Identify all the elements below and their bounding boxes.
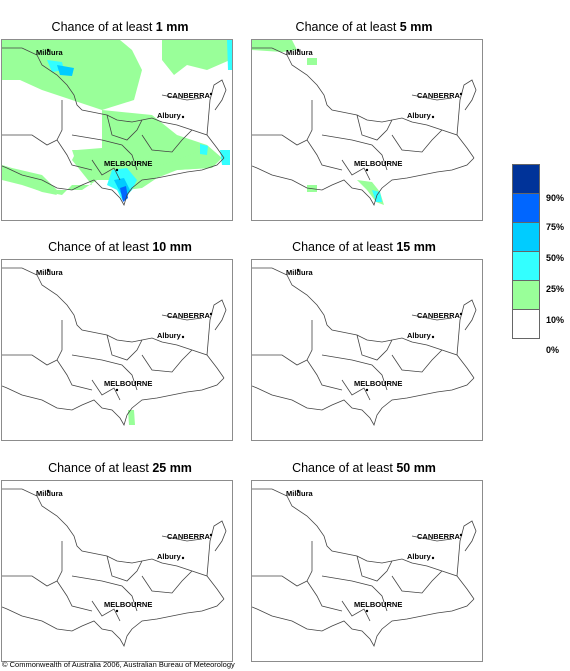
dot-albury: [431, 115, 435, 119]
map-5mm: Mildura CANBERRA Albury MELBOURNE: [251, 39, 483, 221]
dot-albury: [431, 335, 435, 339]
place-melbourne: MELBOURNE: [104, 600, 152, 609]
legend-label-50: 50%: [546, 253, 565, 263]
place-labels-1mm: Mildura CANBERRA Albury MELBOURNE: [36, 48, 211, 168]
panel-title-15mm: Chance of at least 15 mm: [292, 240, 436, 254]
legend-label-25: 25%: [546, 284, 565, 294]
dot-albury: [181, 335, 185, 339]
copyright-notice: © Commonwealth of Australia 2006, Austra…: [2, 660, 235, 669]
place-canberra: CANBERRA: [417, 311, 461, 320]
dot-albury: [181, 115, 185, 119]
dot-canberra: [209, 92, 213, 96]
place-mildura: Mildura: [36, 48, 63, 57]
dot-canberra: [459, 533, 463, 537]
map-25mm: Mildura CANBERRA Albury MELBOURNE: [1, 480, 233, 662]
place-mildura: Mildura: [36, 489, 63, 498]
dot-mildura: [46, 268, 50, 272]
place-albury: Albury: [157, 331, 182, 340]
place-albury: Albury: [407, 111, 432, 120]
place-canberra: CANBERRA: [167, 91, 211, 100]
map-15mm-svg: Mildura CANBERRA Albury MELBOURNE: [252, 267, 477, 427]
dot-canberra: [459, 312, 463, 316]
legend-swatch-10: [512, 280, 540, 310]
map-15mm: Mildura CANBERRA Albury MELBOURNE: [251, 259, 483, 441]
place-mildura: Mildura: [286, 48, 313, 57]
place-albury: Albury: [157, 552, 182, 561]
dot-albury: [431, 556, 435, 560]
borders-5mm: [252, 47, 477, 207]
dot-melbourne: [115, 168, 119, 172]
dot-mildura: [296, 268, 300, 272]
dot-mildura: [46, 48, 50, 52]
rain-overlay-10mm: [128, 410, 135, 425]
panel-title-1mm: Chance of at least 1 mm: [51, 20, 189, 34]
dot-melbourne: [365, 609, 369, 613]
map-1mm: Mildura CANBERRA Albury MELBOURNE: [1, 39, 233, 221]
place-melbourne: MELBOURNE: [104, 379, 152, 388]
borders-15mm: [252, 267, 477, 427]
place-albury: Albury: [407, 552, 432, 561]
legend-swatch-90: [512, 164, 540, 194]
place-melbourne: MELBOURNE: [104, 159, 152, 168]
dot-canberra: [459, 92, 463, 96]
place-labels-5mm: Mildura CANBERRA Albury MELBOURNE: [286, 48, 461, 168]
place-labels-25mm: Mildura CANBERRA Albury MELBOURNE: [36, 489, 211, 609]
legend-label-90: 90%: [546, 193, 565, 203]
map-50mm: Mildura CANBERRA Albury MELBOURNE: [251, 480, 483, 662]
borders-25mm: [2, 488, 227, 648]
probability-legend: [512, 164, 540, 339]
place-labels-10mm: Mildura CANBERRA Albury MELBOURNE: [36, 268, 211, 388]
dot-canberra: [209, 312, 213, 316]
legend-label-10: 10%: [546, 315, 565, 325]
legend-swatch-25: [512, 251, 540, 281]
place-melbourne: MELBOURNE: [354, 600, 402, 609]
dot-albury: [181, 556, 185, 560]
map-5mm-svg: Mildura CANBERRA Albury MELBOURNE: [252, 40, 477, 207]
dot-mildura: [296, 489, 300, 493]
rain-overlay-1mm: [2, 40, 232, 202]
place-mildura: Mildura: [36, 268, 63, 277]
place-melbourne: MELBOURNE: [354, 379, 402, 388]
rain-overlay-5mm: [252, 40, 384, 205]
borders-10mm: [2, 267, 227, 427]
borders-1mm: [2, 47, 227, 207]
panel-title-25mm: Chance of at least 25 mm: [48, 461, 192, 475]
place-canberra: CANBERRA: [417, 91, 461, 100]
place-canberra: CANBERRA: [417, 532, 461, 541]
place-mildura: Mildura: [286, 268, 313, 277]
dot-melbourne: [365, 168, 369, 172]
dot-melbourne: [365, 388, 369, 392]
place-albury: Albury: [407, 331, 432, 340]
map-25mm-svg: Mildura CANBERRA Albury MELBOURNE: [2, 488, 227, 648]
panel-title-50mm: Chance of at least 50 mm: [292, 461, 436, 475]
map-10mm-svg: Mildura CANBERRA Albury MELBOURNE: [2, 267, 227, 427]
dot-mildura: [296, 48, 300, 52]
legend-label-0: 0%: [546, 345, 560, 355]
place-albury: Albury: [157, 111, 182, 120]
legend-swatch-50: [512, 222, 540, 252]
map-1mm-svg: Mildura CANBERRA Albury MELBOURNE: [2, 40, 232, 207]
legend-label-75: 75%: [546, 222, 565, 232]
place-labels-15mm: Mildura CANBERRA Albury MELBOURNE: [286, 268, 461, 388]
place-mildura: Mildura: [286, 489, 313, 498]
dot-mildura: [46, 489, 50, 493]
dot-canberra: [209, 533, 213, 537]
place-melbourne: MELBOURNE: [354, 159, 402, 168]
dot-melbourne: [115, 388, 119, 392]
place-canberra: CANBERRA: [167, 311, 211, 320]
legend-swatch-75: [512, 193, 540, 223]
borders-50mm: [252, 488, 477, 648]
map-10mm: Mildura CANBERRA Albury MELBOURNE: [1, 259, 233, 441]
map-50mm-svg: Mildura CANBERRA Albury MELBOURNE: [252, 488, 477, 648]
dot-melbourne: [115, 609, 119, 613]
panel-title-10mm: Chance of at least 10 mm: [48, 240, 192, 254]
place-canberra: CANBERRA: [167, 532, 211, 541]
panel-title-5mm: Chance of at least 5 mm: [295, 20, 433, 34]
place-labels-50mm: Mildura CANBERRA Albury MELBOURNE: [286, 489, 461, 609]
legend-swatch-0: [512, 309, 540, 339]
